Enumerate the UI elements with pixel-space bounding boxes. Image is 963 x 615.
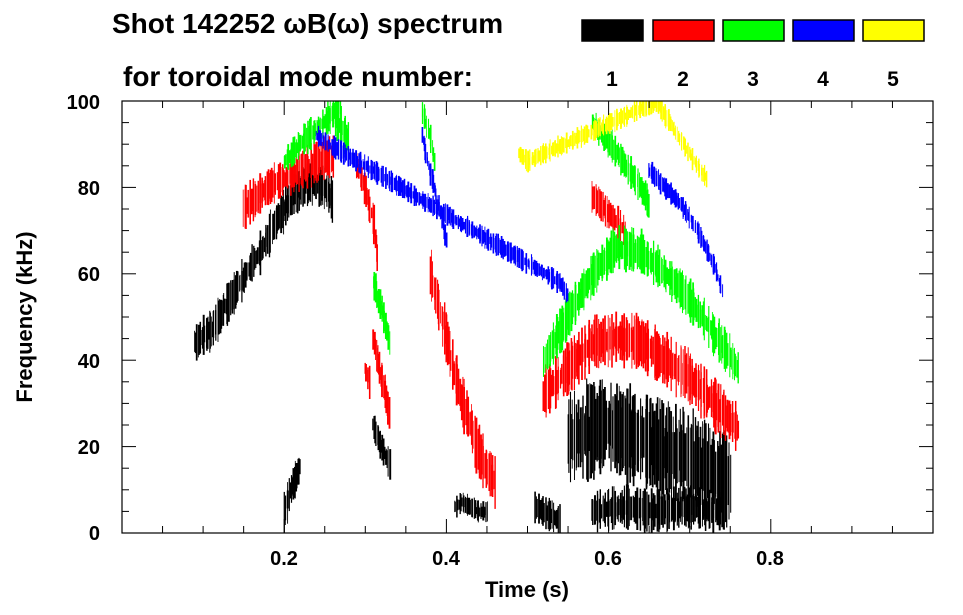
series-mode-2 bbox=[591, 181, 626, 245]
series-mode-2 bbox=[372, 329, 391, 429]
legend: 1 2 3 4 5 bbox=[581, 19, 925, 91]
chart-title-line2: for toroidal mode number: bbox=[123, 61, 473, 92]
y-tick-label: 100 bbox=[67, 92, 100, 114]
legend-label-mode-1: 1 bbox=[606, 68, 618, 91]
legend-label-mode-5: 5 bbox=[887, 68, 899, 91]
y-tick-label: 60 bbox=[78, 264, 100, 286]
legend-swatch-mode-2 bbox=[652, 19, 715, 42]
axis-ticks bbox=[122, 100, 933, 534]
series-mode-1 bbox=[372, 415, 392, 480]
series-mode-5 bbox=[518, 101, 708, 188]
x-tick-label: 0.8 bbox=[756, 548, 784, 570]
y-tick-labels: 0 20 40 60 80 100 bbox=[67, 92, 100, 545]
x-tick-label: 0.2 bbox=[270, 548, 298, 570]
series-mode-3 bbox=[542, 225, 739, 384]
series-mode-1 bbox=[454, 492, 489, 523]
y-tick-label: 80 bbox=[78, 178, 100, 200]
y-tick-label: 0 bbox=[89, 523, 100, 545]
series-mode-1 bbox=[591, 484, 724, 533]
y-tick-label: 20 bbox=[78, 437, 100, 459]
series-mode-3 bbox=[373, 272, 391, 355]
series-mode-2 bbox=[542, 311, 740, 451]
chart-title-line1: Shot 142252 ωB(ω) spectrum bbox=[112, 8, 503, 39]
series-mode-4 bbox=[648, 161, 724, 298]
y-axis-label: Frequency (kHz) bbox=[12, 231, 37, 402]
series-mode-4 bbox=[421, 127, 448, 248]
series-mode-4 bbox=[315, 125, 569, 303]
x-tick-label: 0.6 bbox=[594, 548, 622, 570]
x-tick-label: 0.4 bbox=[432, 548, 461, 570]
legend-label-mode-2: 2 bbox=[677, 68, 689, 91]
legend-swatch-mode-4 bbox=[792, 19, 855, 42]
legend-swatch-mode-5 bbox=[862, 19, 925, 42]
legend-swatch-mode-3 bbox=[722, 19, 785, 42]
x-axis-label: Time (s) bbox=[485, 577, 569, 602]
x-tick-labels: 0.2 0.4 0.6 0.8 bbox=[270, 548, 784, 570]
legend-swatch-mode-1 bbox=[581, 19, 644, 42]
legend-label-mode-4: 4 bbox=[817, 68, 829, 91]
series-mode-2 bbox=[364, 362, 371, 399]
series-mode-2 bbox=[355, 153, 378, 271]
legend-label-mode-3: 3 bbox=[747, 68, 759, 91]
series-mode-2 bbox=[429, 249, 496, 509]
series-mode-1 bbox=[283, 457, 301, 533]
y-tick-label: 40 bbox=[78, 351, 100, 373]
series-mode-3 bbox=[421, 102, 436, 171]
spectrum-data bbox=[194, 101, 740, 533]
series-mode-1 bbox=[567, 378, 732, 530]
series-mode-1 bbox=[534, 491, 561, 533]
